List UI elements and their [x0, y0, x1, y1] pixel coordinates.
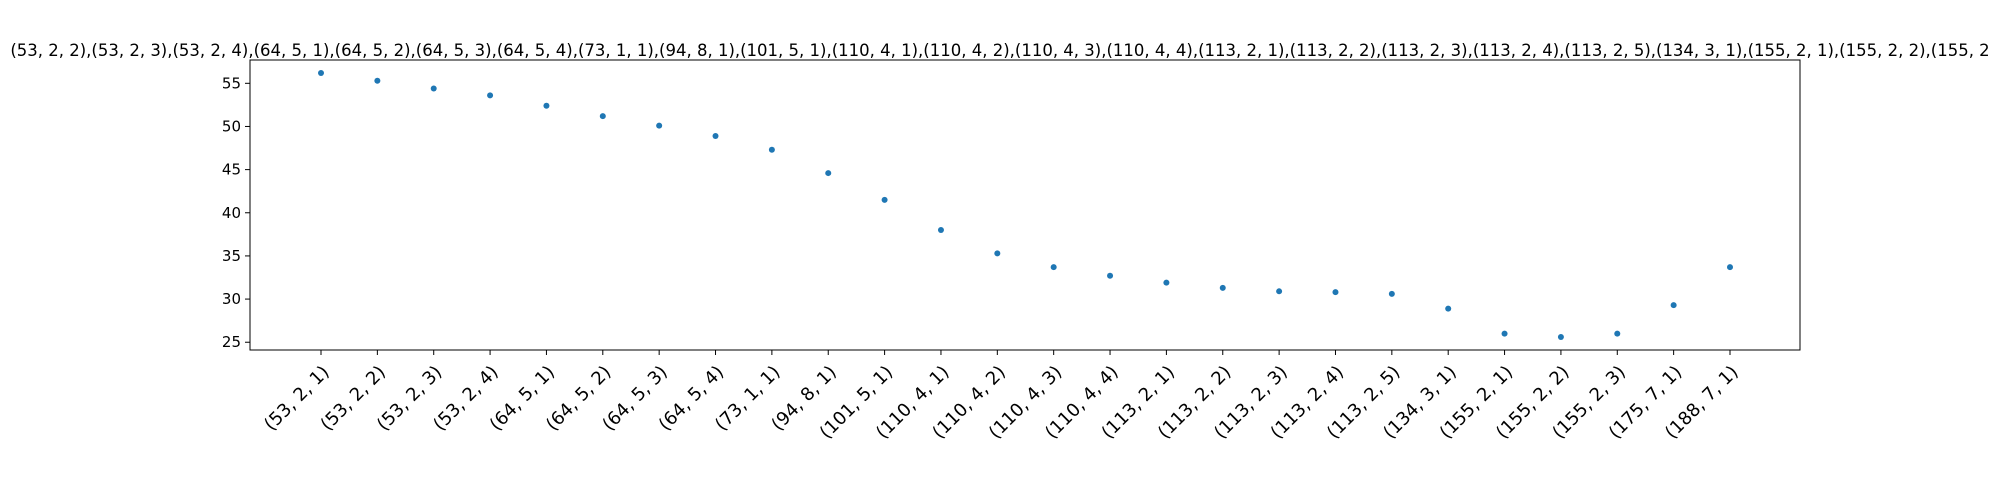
y-tick-label: 50: [222, 117, 241, 135]
data-point: [881, 196, 888, 203]
data-point: [1388, 290, 1395, 297]
data-point: [1501, 330, 1508, 337]
data-point: [712, 132, 719, 139]
data-point: [1050, 264, 1057, 271]
y-tick-label: 35: [222, 247, 241, 265]
data-point: [487, 92, 494, 99]
chart-title: (53, 2, 2),(53, 2, 3),(53, 2, 4),(64, 5,…: [10, 41, 1989, 60]
data-point: [1614, 330, 1621, 337]
y-tick-label: 40: [222, 204, 241, 222]
data-point: [994, 250, 1001, 257]
data-point: [1445, 305, 1452, 312]
data-point: [656, 122, 663, 129]
y-axis: 25 30 35 40 45 50 55: [222, 74, 250, 351]
data-point: [768, 146, 775, 153]
data-point: [543, 102, 550, 109]
data-point: [1332, 289, 1339, 296]
y-tick-label: 55: [222, 74, 241, 92]
data-point: [374, 77, 381, 84]
y-tick-label: 25: [222, 333, 241, 351]
data-point: [1107, 272, 1114, 279]
data-point: [1727, 264, 1733, 271]
data-point: [1557, 334, 1564, 341]
data-point: [825, 170, 832, 177]
data-series: [318, 69, 1733, 341]
data-point: [318, 69, 324, 76]
y-tick-label: 30: [222, 290, 241, 308]
data-point: [430, 85, 437, 92]
data-point: [1219, 284, 1226, 291]
data-point: [1670, 302, 1677, 309]
plot-area-frame: [249, 59, 1801, 351]
data-point: [1163, 279, 1170, 286]
data-point: [937, 227, 944, 234]
data-point: [1276, 288, 1283, 295]
data-point: [599, 113, 606, 120]
x-axis: (53, 2, 1)(53, 2, 2)(53, 2, 3)(53, 2, 4)…: [260, 350, 1743, 443]
y-tick-label: 45: [222, 161, 241, 179]
